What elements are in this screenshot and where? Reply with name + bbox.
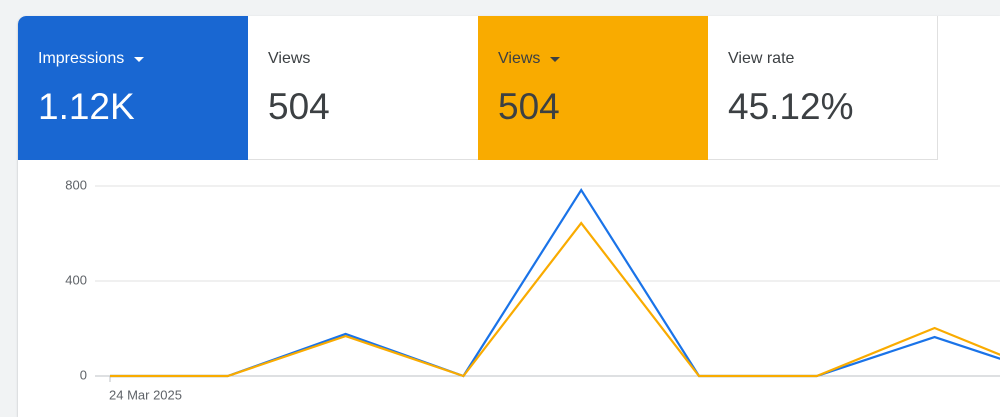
y-tick-label: 400 xyxy=(65,272,87,287)
metric-value: 45.12% xyxy=(728,86,854,127)
dropdown-arrow[interactable] xyxy=(134,56,145,62)
metric-value: 504 xyxy=(498,86,560,127)
metric-label: Views xyxy=(268,50,311,67)
metric-label: Impressions xyxy=(38,50,125,67)
metric-value: 1.12K xyxy=(38,86,135,127)
series-line xyxy=(110,187,1000,378)
scorecard-panel: Impressions 1.12K Views 504 Views 504 Vi… xyxy=(18,16,1000,417)
metric-card[interactable]: Impressions 1.12K xyxy=(18,16,248,160)
dropdown-arrow[interactable] xyxy=(550,56,561,62)
y-tick-label: 0 xyxy=(80,367,87,382)
x-tick-label: 24 Mar 2025 xyxy=(109,387,182,402)
series-line xyxy=(110,221,1000,378)
metric-label: View rate xyxy=(728,50,795,67)
metric-card[interactable]: Views 504 xyxy=(248,16,478,160)
metric-label: Views xyxy=(498,50,541,67)
metric-card[interactable]: Views 504 xyxy=(478,16,708,160)
chart: 0 400 800 24 Mar 2025 xyxy=(65,177,1000,402)
metric-value: 504 xyxy=(268,86,330,127)
y-tick-label: 800 xyxy=(65,177,87,192)
metric-card[interactable]: View rate 45.12% xyxy=(708,16,938,160)
